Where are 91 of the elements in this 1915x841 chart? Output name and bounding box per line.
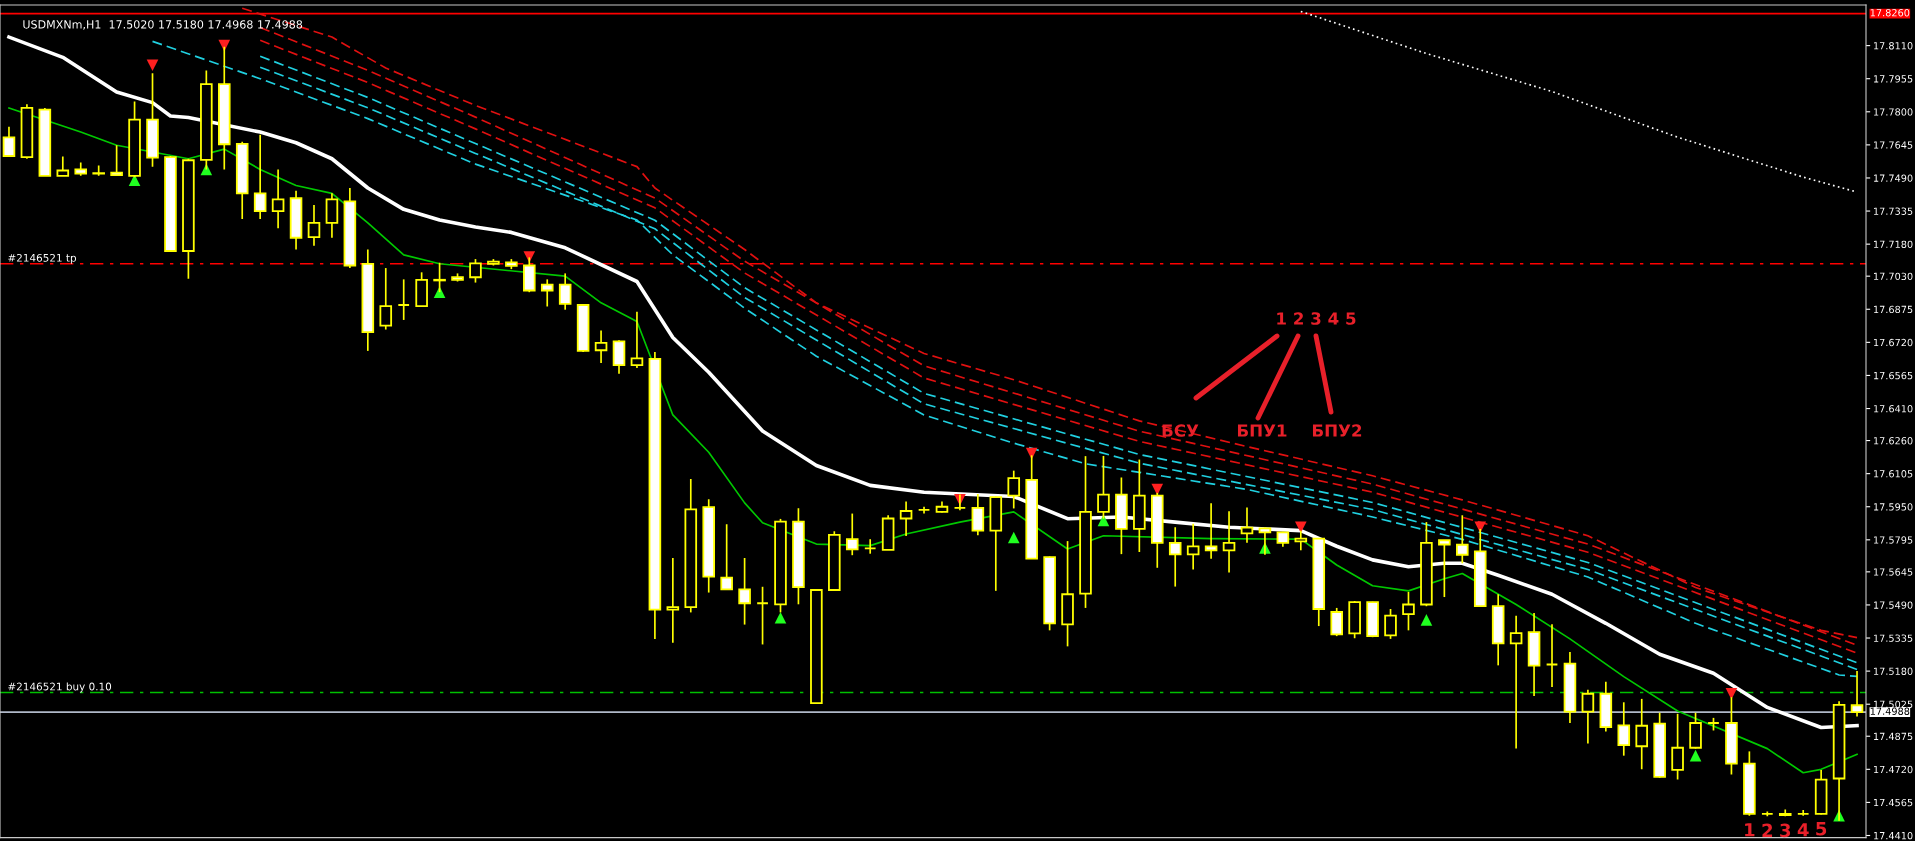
candlestick bbox=[1168, 526, 1182, 588]
y-tick-label: 17.7955 bbox=[1874, 75, 1913, 83]
ref-line-label: 17.8260 bbox=[1870, 9, 1910, 17]
point bbox=[1420, 614, 1433, 626]
candlestick bbox=[917, 505, 931, 515]
y-tick-label: 17.4720 bbox=[1874, 765, 1913, 774]
y-tick-label: 17.6410 bbox=[1874, 405, 1913, 413]
line-series bbox=[7, 35, 1859, 730]
y-tick-label: 17.6875 bbox=[1874, 305, 1913, 314]
point bbox=[1097, 514, 1110, 527]
y-tick-label: 17.7180 bbox=[1874, 240, 1913, 248]
candlestick bbox=[666, 557, 680, 644]
candlestick bbox=[1222, 510, 1236, 574]
candlestick bbox=[738, 557, 751, 626]
candlestick bbox=[1617, 701, 1631, 757]
candlestick bbox=[56, 155, 70, 177]
y-tick-label: 17.7490 bbox=[1874, 174, 1913, 182]
candlestick bbox=[899, 500, 913, 537]
y-tick-label: 17.7030 bbox=[1874, 272, 1913, 280]
candlestick bbox=[2, 125, 16, 158]
candlestick bbox=[307, 204, 321, 247]
ref-line-label: #2146521 tp bbox=[8, 253, 77, 264]
candlestick bbox=[558, 272, 572, 311]
y-tick-label: 17.5335 bbox=[1874, 634, 1913, 642]
candlestick bbox=[325, 192, 339, 239]
candlestick bbox=[1509, 614, 1523, 750]
text: 5 bbox=[1816, 822, 1827, 836]
point bbox=[1151, 483, 1164, 496]
point bbox=[200, 163, 213, 176]
y-tick-label: 17.5950 bbox=[1874, 503, 1913, 511]
y-tick-label: 17.4875 bbox=[1874, 732, 1913, 741]
text: USDMXNm,H1 17.5020 17.5180 17.4968 17.4988 bbox=[23, 20, 303, 30]
candlestick bbox=[1581, 688, 1595, 745]
candlestick bbox=[1456, 514, 1469, 565]
candlestick bbox=[612, 339, 626, 375]
annotation: БПУ2 bbox=[1312, 424, 1362, 437]
candlestick bbox=[1186, 522, 1200, 571]
candlestick bbox=[594, 329, 608, 364]
candlestick bbox=[1545, 623, 1559, 688]
point bbox=[1689, 749, 1702, 762]
y-tick-label: 17.5025 bbox=[1874, 700, 1913, 709]
candlestick bbox=[379, 267, 393, 331]
y-tick-label: 17.7800 bbox=[1874, 108, 1913, 116]
point bbox=[774, 611, 787, 624]
candlestick bbox=[253, 133, 267, 220]
candlestick bbox=[110, 144, 123, 177]
text: 1 bbox=[1745, 823, 1755, 837]
text: 2 bbox=[1762, 823, 1773, 837]
y-tick-label: 17.7335 bbox=[1874, 207, 1913, 215]
candlestick bbox=[1384, 608, 1397, 640]
point bbox=[433, 286, 446, 298]
y-tick-label: 17.5645 bbox=[1874, 568, 1913, 576]
candlestick bbox=[1007, 469, 1021, 510]
candlestick bbox=[863, 538, 877, 555]
candlestick bbox=[1402, 591, 1415, 632]
point bbox=[1295, 521, 1307, 534]
candlestick bbox=[1438, 539, 1451, 598]
y-tick-label: 17.8110 bbox=[1874, 42, 1913, 50]
annotation: 1 2 3 4 5 bbox=[1277, 312, 1356, 325]
candlestick bbox=[397, 278, 410, 321]
candlestick bbox=[756, 585, 769, 646]
y-tick-label: 17.4410 bbox=[1874, 831, 1913, 840]
y-tick-label: 17.7645 bbox=[1874, 141, 1913, 149]
candlestick bbox=[1240, 506, 1254, 544]
ref-line-label: #2146521 buy 0.10 bbox=[8, 682, 112, 693]
annotation: БПУ1 bbox=[1237, 424, 1287, 437]
point bbox=[1725, 687, 1738, 700]
candlestick bbox=[1635, 698, 1649, 771]
y-tick-label: 17.6260 bbox=[1874, 437, 1913, 445]
candlestick bbox=[630, 310, 644, 369]
ref-line-label: 17.4988 bbox=[1870, 707, 1910, 715]
candlestick bbox=[469, 258, 482, 284]
point bbox=[1007, 531, 1020, 544]
text: 3 bbox=[1780, 823, 1791, 838]
y-tick-label: 17.6720 bbox=[1874, 338, 1913, 347]
candlestick bbox=[1330, 607, 1343, 637]
point bbox=[146, 59, 159, 72]
y-tick-label: 17.5490 bbox=[1874, 601, 1913, 609]
y-tick-label: 17.5795 bbox=[1874, 536, 1913, 544]
y-tick-label: 17.6105 bbox=[1874, 470, 1913, 478]
candlestick bbox=[271, 168, 285, 229]
candlestick bbox=[845, 512, 859, 557]
candlestick bbox=[1671, 712, 1684, 781]
candlestick bbox=[1850, 670, 1864, 718]
candlestick bbox=[971, 493, 985, 536]
candlestick bbox=[540, 278, 554, 308]
candlestick bbox=[720, 523, 733, 591]
y-tick-label: 17.6565 bbox=[1874, 371, 1913, 380]
y-tick-label: 17.4565 bbox=[1874, 798, 1913, 807]
text: 4 bbox=[1797, 823, 1809, 837]
y-tick-label: 17.5180 bbox=[1874, 667, 1913, 675]
